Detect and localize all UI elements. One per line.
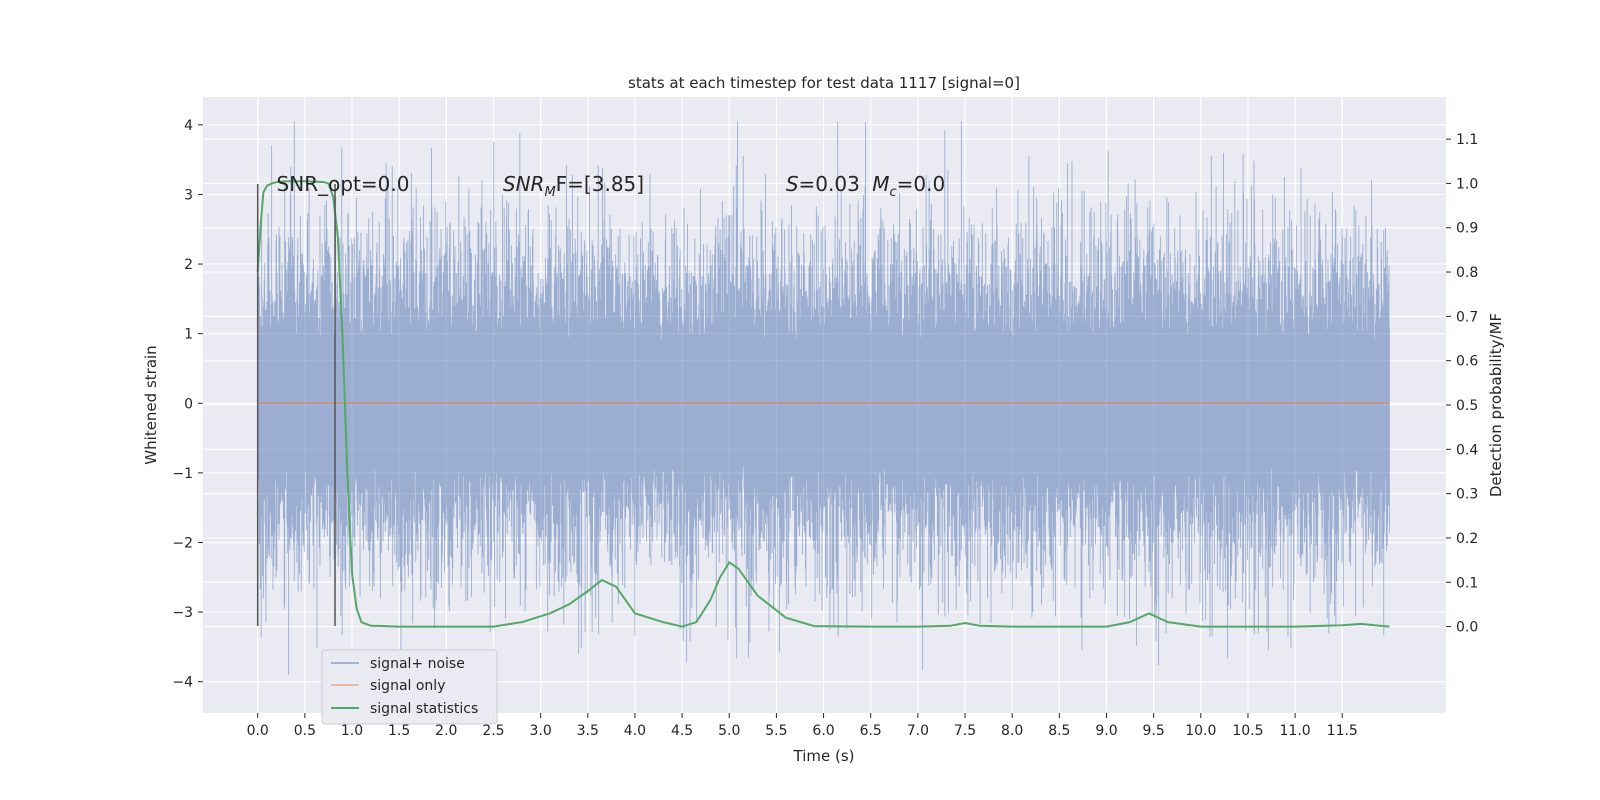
y2-tick-label: 1.0: [1456, 176, 1478, 192]
x-tick-label: 5.5: [765, 723, 787, 739]
vertical-lines: [256, 184, 336, 626]
x-tick-label: 4.0: [624, 723, 646, 739]
legend-box: [321, 649, 498, 725]
x-tick-label: 5.0: [718, 723, 740, 739]
annotation-snr-opt: SNR_opt=0.0: [277, 172, 410, 196]
x-tick-label: 3.0: [529, 723, 551, 739]
x-tick-label: 8.5: [1048, 723, 1070, 739]
y-tick-label: 1: [184, 327, 193, 343]
x-tick-label: 0.5: [294, 723, 316, 739]
y2-tick-label: 0.7: [1456, 309, 1478, 325]
x-tick-label: 4.5: [671, 723, 693, 739]
x-tick-label: 7.5: [954, 723, 976, 739]
legend-label: signal statistics: [370, 701, 478, 717]
y2-tick-label: 0.1: [1456, 575, 1478, 591]
y2-tick-label: 0.6: [1456, 354, 1478, 370]
series-lines: [256, 180, 1390, 628]
y2-tick-label: 0.2: [1456, 531, 1478, 547]
y-tick-label: 0: [184, 396, 193, 412]
series-signal-statistics: [256, 180, 1390, 628]
y2-tick-label: 1.1: [1456, 132, 1478, 148]
y2-tick-label: 0.4: [1456, 442, 1478, 458]
y-tick-label: −3: [172, 605, 193, 621]
y2-axis-label: Detection probability/MF: [1487, 313, 1505, 497]
x-axis-label: Time (s): [793, 747, 855, 765]
annotation-s-mc: S=0.03 Mc=0.0: [786, 172, 945, 200]
legend-label: signal+ noise: [370, 656, 465, 672]
y-axis-label: Whitened strain: [142, 345, 160, 464]
x-tick-label: 2.0: [435, 723, 457, 739]
legend-entry: signal+ noise: [331, 656, 465, 672]
x-tick-label: 10.5: [1232, 723, 1263, 739]
y2-axis-ticks: 0.0 0.1 0.2 0.3 0.4 0.5 0.6 0.7 0.8 0.9 1.0 1.1: [1446, 132, 1478, 636]
y2-tick-label: 0.0: [1456, 620, 1478, 636]
x-tick-label: 0.0: [247, 723, 269, 739]
x-tick-label: 1.0: [341, 723, 363, 739]
y2-tick-label: 0.9: [1456, 221, 1478, 237]
x-tick-label: 11.5: [1327, 723, 1358, 739]
y2-tick-label: 0.3: [1456, 487, 1478, 503]
x-tick-label: 7.0: [907, 723, 929, 739]
y2-tick-label: 0.8: [1456, 265, 1478, 281]
legend-entry: signal only: [331, 678, 445, 694]
x-tick-label: 9.5: [1143, 723, 1165, 739]
x-tick-label: 2.5: [482, 723, 504, 739]
annotations: SNR_opt=0.0 SNRMF=[3.85] S=0.03 Mc=0.0: [277, 172, 946, 200]
x-tick-label: 6.5: [860, 723, 882, 739]
x-tick-label: 6.0: [812, 723, 834, 739]
legend: signal+ noise signal only signal statist…: [321, 649, 498, 725]
annotation-snr-mf: SNRMF=[3.85]: [503, 172, 644, 200]
x-tick-label: 1.5: [388, 723, 410, 739]
legend-label: signal only: [370, 678, 445, 694]
x-tick-label: 11.0: [1280, 723, 1311, 739]
x-tick-label: 10.0: [1185, 723, 1216, 739]
y-tick-label: −4: [172, 675, 193, 691]
chart-title: stats at each timestep for test data 111…: [628, 74, 1020, 92]
y-tick-label: 2: [184, 257, 193, 273]
x-axis-ticks: 0.0 0.5 1.0 1.5 2.0 2.5 3.0 3.5 4.0 4.5 5.0 5.5 6.0 6…: [247, 713, 1358, 739]
x-tick-label: 3.5: [577, 723, 599, 739]
y-tick-label: −2: [172, 535, 193, 551]
x-tick-label: 8.0: [1001, 723, 1023, 739]
y-axis-ticks: −4 −3 −2 −1 0 1 2 3 4: [172, 118, 203, 691]
x-tick-label: 9.0: [1095, 723, 1117, 739]
y2-tick-label: 0.5: [1456, 398, 1478, 414]
legend-entry: signal statistics: [331, 701, 478, 717]
y-tick-label: −1: [172, 466, 193, 482]
y-tick-label: 3: [184, 187, 193, 203]
y-tick-label: 4: [184, 118, 193, 134]
